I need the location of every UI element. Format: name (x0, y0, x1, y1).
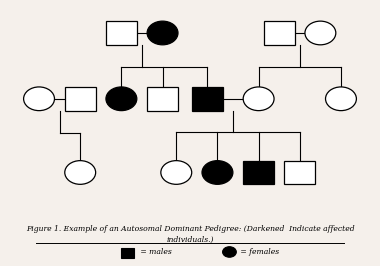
FancyBboxPatch shape (243, 161, 274, 184)
Circle shape (223, 247, 236, 257)
FancyBboxPatch shape (192, 87, 223, 111)
Circle shape (326, 87, 356, 111)
Text: = females: = females (238, 248, 279, 256)
Text: individuals.): individuals.) (166, 236, 214, 244)
Circle shape (147, 21, 178, 45)
FancyBboxPatch shape (264, 21, 294, 45)
Circle shape (106, 87, 137, 111)
FancyBboxPatch shape (65, 87, 96, 111)
Circle shape (243, 87, 274, 111)
Circle shape (202, 161, 233, 184)
Circle shape (305, 21, 336, 45)
Text: Figure 1. Example of an Autosomal Dominant Pedigree: (Darkened  Indicate affecte: Figure 1. Example of an Autosomal Domina… (26, 225, 354, 233)
Circle shape (161, 161, 192, 184)
Circle shape (24, 87, 54, 111)
FancyBboxPatch shape (106, 21, 137, 45)
FancyBboxPatch shape (147, 87, 178, 111)
FancyBboxPatch shape (284, 161, 315, 184)
FancyBboxPatch shape (121, 248, 135, 258)
Text: = males: = males (138, 248, 172, 256)
Circle shape (65, 161, 96, 184)
